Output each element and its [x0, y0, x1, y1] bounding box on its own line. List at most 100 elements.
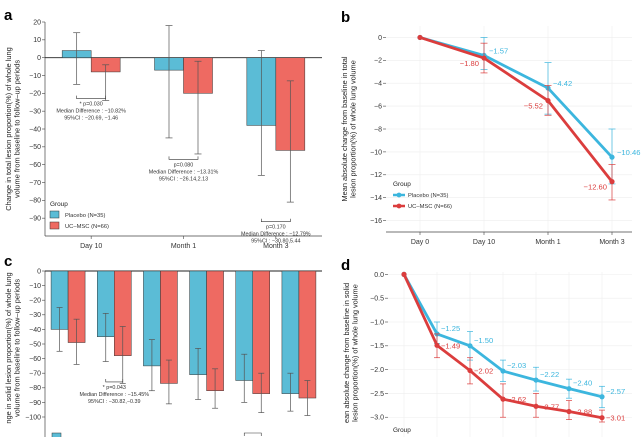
ci-label: 95%CI : −30.82,−0.39 — [88, 399, 140, 405]
y-axis-title-line-2: volume from baseline to follow–up period… — [13, 60, 22, 198]
data-label: −1.25 — [441, 324, 460, 333]
significance-bracket — [76, 95, 106, 99]
panel-label-a: a — [4, 7, 13, 24]
data-label: −10.46 — [617, 148, 640, 157]
data-label: −2.57 — [606, 387, 625, 396]
data-label: −3.01 — [606, 414, 625, 423]
y-tick-label: −1.0 — [370, 319, 384, 326]
y-tick-label: −80 — [29, 198, 41, 205]
y-axis-title: ean absolute change from baseline in sol… — [342, 283, 360, 423]
y-tick-label: −6 — [374, 104, 382, 111]
y-tick-label: −50 — [29, 341, 41, 348]
legend-swatch-placebo — [49, 210, 60, 219]
data-point — [500, 368, 506, 374]
data-label: −2.40 — [573, 379, 592, 388]
y-tick-label: −2.5 — [370, 391, 384, 398]
legend-title: Group — [393, 181, 411, 188]
data-point — [533, 403, 539, 409]
y-tick-label: −30 — [29, 312, 41, 319]
data-label: −2.02 — [474, 367, 493, 376]
data-point — [434, 342, 440, 348]
data-point — [467, 367, 473, 374]
y-tick-label: −20 — [29, 91, 41, 98]
data-point — [481, 55, 487, 61]
data-point — [599, 394, 605, 400]
data-point — [467, 343, 473, 349]
y-tick-label: −90 — [29, 400, 41, 407]
x-tick-label: Month 1 — [171, 243, 196, 250]
data-point — [533, 377, 539, 383]
y-tick-label: −2 — [374, 58, 382, 65]
y-axis-title: Mean absolute change from baseline in to… — [340, 56, 358, 201]
chart-b: 0 −2 −4 −6 −8 −10 −12 −14 −16 Day 0 Day 10 Month 1 M… — [340, 26, 640, 246]
chart-d: 0.0 −0.5 −1.0 −1.5 −2.0 −2.5 −3.0 −1.25 −1.50 −2.… — [342, 271, 632, 437]
bar-ucmsc — [298, 270, 317, 399]
data-label: −1.57 — [489, 46, 508, 55]
median-difference-label: Median Difference : −15.45% — [79, 392, 149, 398]
median-difference-label: Median Difference : −10.82% — [56, 109, 126, 115]
data-label: −4.42 — [553, 79, 572, 88]
legend-marker-ucmsc — [396, 203, 402, 209]
chart-a: 20 10 0 −10 −20 −30 −40 −50 −60 −70 −80 −90 Day 10 Mo… — [4, 19, 322, 250]
y-tick-label: −100 — [25, 414, 41, 421]
y-axis-title-line-2: lesion proportion(%) of whole lung volum… — [349, 60, 358, 198]
y-tick-label: −40 — [29, 126, 41, 133]
y-tick-label: −12 — [370, 172, 382, 179]
y-tick-label: −10 — [370, 149, 382, 156]
data-label: −2.62 — [507, 395, 526, 404]
legend-swatch-placebo — [51, 432, 62, 437]
x-tick-label: Day 10 — [473, 239, 495, 246]
data-label: −1.50 — [474, 336, 493, 345]
y-axis-title: Change in total lesion proportion(%) of … — [4, 47, 22, 211]
significance-bracket — [168, 156, 199, 160]
ci-label: 95%CI : −26.14,2.13 — [159, 176, 208, 182]
y-tick-label: −8 — [374, 126, 382, 133]
y-tick-label: −10 — [29, 73, 41, 80]
data-point — [500, 396, 506, 402]
data-point — [599, 415, 605, 421]
y-tick-label: 0.0 — [374, 272, 384, 279]
y-tick-label: −70 — [29, 371, 41, 378]
y-axis-title-line-1: Mean absolute change from baseline in to… — [340, 56, 349, 201]
median-difference-label: Median Difference : −13.31% — [149, 169, 219, 175]
data-label: −2.22 — [540, 370, 559, 379]
data-label: −2.88 — [573, 408, 592, 417]
y-tick-label: −20 — [29, 298, 41, 305]
data-point — [566, 386, 572, 392]
ci-label: 95%CI : −30.80,5.44 — [251, 239, 300, 245]
x-tick-label: Month 3 — [263, 243, 288, 250]
y-tick-label: 0 — [37, 55, 41, 62]
y-tick-label: −60 — [29, 356, 41, 363]
x-tick-label: Month 3 — [599, 239, 624, 246]
y-tick-label: 20 — [33, 19, 41, 26]
p-value-label: p=0.170 — [266, 225, 286, 231]
data-label: −2.77 — [540, 402, 559, 411]
significance-bracket — [105, 378, 124, 383]
legend-label-placebo: Placebo (N=35) — [65, 213, 106, 219]
legend-label-ucmsc: UC–MSC (N=66) — [65, 224, 109, 230]
series-line-ucmsc — [419, 36, 614, 183]
data-label: −1.49 — [441, 341, 460, 350]
y-tick-label: −60 — [29, 162, 41, 169]
p-value-label: * p=0.043 — [103, 385, 126, 391]
y-axis-title-line-1: Change in total lesion proportion(%) of … — [4, 47, 13, 211]
y-axis-title-line-1: nge in solid lesion proportion(%) of who… — [4, 272, 13, 423]
y-tick-label: −1.5 — [370, 343, 384, 350]
legend-label-ucmsc: UC–MSC (N=66) — [408, 204, 452, 210]
x-tick-label: Day 0 — [411, 239, 429, 246]
chart-c: 0 −10 −20 −30 −40 −50 −60 −70 −80 −90 −100 * p=0.04… — [4, 268, 322, 437]
data-point — [545, 98, 551, 104]
legend-marker-placebo — [396, 192, 402, 198]
y-axis-title-line-2: volume from baseline to follow–up period… — [13, 279, 22, 417]
y-tick-label: −10 — [29, 283, 41, 290]
y-tick-label: −14 — [370, 195, 382, 202]
p-value-label: p=0.080 — [174, 162, 194, 168]
y-tick-label: −3.0 — [370, 415, 384, 422]
y-tick-label: 0 — [37, 268, 41, 275]
data-label: −2.03 — [507, 361, 526, 370]
panel-label-d: d — [341, 257, 350, 274]
data-point — [417, 34, 423, 41]
significance-bracket-partial — [243, 432, 262, 436]
data-point — [401, 271, 407, 277]
